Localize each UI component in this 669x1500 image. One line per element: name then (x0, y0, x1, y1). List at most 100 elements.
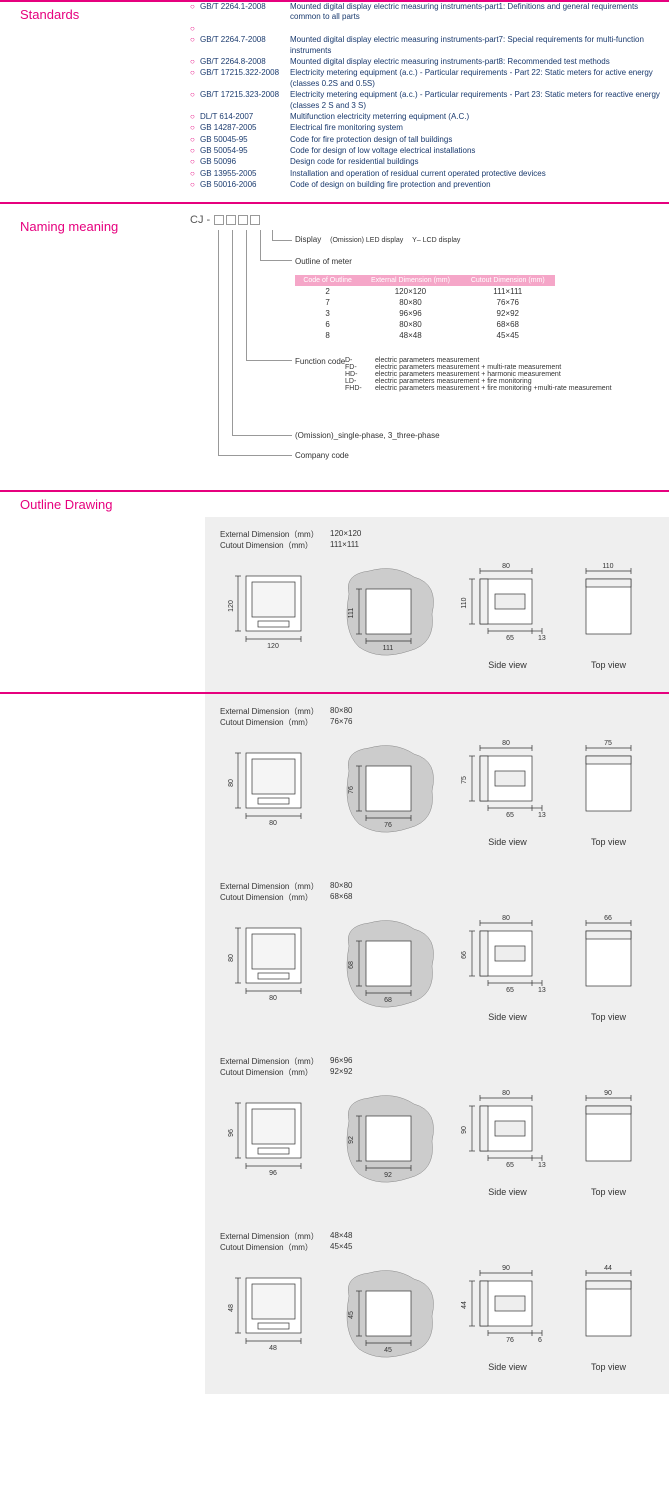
svg-text:13: 13 (538, 987, 546, 994)
svg-text:45: 45 (384, 1347, 392, 1354)
dimension-header: External Dimension（mm）80×80 Cutout Dimen… (220, 881, 654, 903)
function-row: HD-electric parameters measurement + har… (345, 371, 612, 378)
side-view: 90 44 76 6 Side view (460, 1261, 555, 1372)
front-view: 80 80 (228, 741, 318, 841)
standard-row: ○GB 14287-2005Electrical fire monitoring… (190, 123, 669, 133)
svg-text:13: 13 (538, 635, 546, 642)
svg-text:44: 44 (604, 1265, 612, 1272)
standard-row: ○ (190, 24, 669, 34)
company-label: Company code (295, 451, 349, 460)
function-row: LD-electric parameters measurement + fir… (345, 378, 612, 385)
svg-text:90: 90 (604, 1090, 612, 1097)
svg-text:75: 75 (461, 776, 468, 784)
svg-text:76: 76 (384, 822, 392, 829)
standard-row: ○GB 50016-2006Code of design on building… (190, 180, 669, 190)
svg-text:13: 13 (538, 1162, 546, 1169)
display-note: (Omission) LED display (330, 237, 403, 244)
naming-prefix: CJ (190, 214, 203, 226)
drawing-block: External Dimension（mm）80×80 Cutout Dimen… (205, 694, 669, 869)
svg-text:90: 90 (461, 1126, 468, 1134)
function-label: Function code (295, 357, 345, 366)
function-row: D-electric parameters measurement (345, 357, 612, 364)
front-view: 120 120 (228, 564, 318, 664)
naming-formula: CJ - (190, 214, 669, 226)
svg-text:96: 96 (269, 1170, 277, 1177)
svg-text:80: 80 (269, 995, 277, 1002)
function-row: FHD-electric parameters measurement + fi… (345, 385, 612, 392)
standard-row: ○GB 50096Design code for residential bui… (190, 157, 669, 167)
cutout-view: 111 111 (334, 559, 444, 669)
svg-text:65: 65 (506, 635, 514, 642)
function-row: FD-electric parameters measurement + mul… (345, 364, 612, 371)
svg-text:120: 120 (267, 643, 279, 650)
drawing-block: External Dimension（mm）120×120 Cutout Dim… (205, 517, 669, 692)
svg-text:76: 76 (348, 786, 355, 794)
cutout-view: 76 76 (334, 736, 444, 846)
svg-text:66: 66 (461, 951, 468, 959)
dimension-header: External Dimension（mm）96×96 Cutout Dimen… (220, 1056, 654, 1078)
standards-section: Standards ○GB/T 2264.1-2008Mounted digit… (0, 2, 669, 202)
svg-text:110: 110 (602, 563, 613, 570)
svg-text:80: 80 (502, 915, 510, 922)
svg-text:80: 80 (269, 820, 277, 827)
svg-text:92: 92 (348, 1136, 355, 1144)
cutout-view: 45 45 (334, 1261, 444, 1371)
standard-row: ○GB/T 2264.7-2008Mounted digital display… (190, 35, 669, 56)
standard-row: ○GB/T 2264.1-2008Mounted digital display… (190, 2, 669, 23)
svg-text:13: 13 (538, 812, 546, 819)
naming-title: Naming meaning (10, 214, 190, 239)
meter-table: Code of OutlineExternal Dimension (mm)Cu… (295, 275, 555, 341)
standards-title: Standards (10, 2, 190, 27)
phase-label: (Omission)_single-phase, 3_three-phase (295, 431, 440, 440)
svg-text:75: 75 (604, 740, 612, 747)
svg-text:120: 120 (228, 600, 235, 612)
top-view: 110 Top view (571, 559, 646, 670)
side-view: 80 90 65 13 Side view (460, 1086, 555, 1197)
display-label: Display (295, 235, 321, 244)
svg-text:66: 66 (604, 915, 612, 922)
svg-text:68: 68 (348, 961, 355, 969)
front-view: 48 48 (228, 1266, 318, 1366)
drawing-block: External Dimension（mm）80×80 Cutout Dimen… (205, 869, 669, 1044)
cutout-view: 92 92 (334, 1086, 444, 1196)
svg-text:48: 48 (269, 1345, 277, 1352)
standard-row: ○GB 13955-2005Installation and operation… (190, 169, 669, 179)
svg-text:111: 111 (348, 608, 355, 619)
svg-text:80: 80 (228, 954, 235, 962)
dimension-header: External Dimension（mm）48×48 Cutout Dimen… (220, 1231, 654, 1253)
top-view: 90 Top view (571, 1086, 646, 1197)
svg-text:80: 80 (502, 563, 510, 570)
svg-text:80: 80 (228, 779, 235, 787)
outline-section: Outline Drawing External Dimension（mm）12… (0, 492, 669, 1394)
standard-row: ○GB/T 17215.322-2008Electricity metering… (190, 68, 669, 89)
side-view: 80 75 65 13 Side view (460, 736, 555, 847)
svg-text:110: 110 (461, 597, 468, 608)
standard-row: ○GB/T 17215.323-2008Electricity metering… (190, 90, 669, 111)
svg-text:96: 96 (228, 1129, 235, 1137)
top-view: 66 Top view (571, 911, 646, 1022)
top-view: 75 Top view (571, 736, 646, 847)
top-view: 44 Top view (571, 1261, 646, 1372)
standard-row: ○GB 50045-95Code for fire protection des… (190, 135, 669, 145)
standard-row: ○GB/T 2264.8-2008Mounted digital display… (190, 57, 669, 67)
outline-label: Outline of meter (295, 257, 352, 266)
svg-text:45: 45 (348, 1311, 355, 1319)
svg-text:92: 92 (384, 1172, 392, 1179)
svg-text:65: 65 (506, 987, 514, 994)
side-view: 80 110 65 13 Side view (460, 559, 555, 670)
svg-text:80: 80 (502, 740, 510, 747)
svg-text:76: 76 (506, 1337, 514, 1344)
standard-row: ○DL/T 614-2007Multifunction electricity … (190, 112, 669, 122)
svg-text:90: 90 (502, 1265, 510, 1272)
dimension-header: External Dimension（mm）120×120 Cutout Dim… (220, 529, 654, 551)
svg-text:65: 65 (506, 1162, 514, 1169)
svg-text:80: 80 (502, 1090, 510, 1097)
outline-title: Outline Drawing (10, 492, 205, 517)
svg-text:111: 111 (383, 645, 394, 652)
side-view: 80 66 65 13 Side view (460, 911, 555, 1022)
drawing-block: External Dimension（mm）48×48 Cutout Dimen… (205, 1219, 669, 1394)
svg-text:48: 48 (228, 1304, 235, 1312)
cutout-view: 68 68 (334, 911, 444, 1021)
naming-section: Naming meaning CJ - Display (Omission) L… (0, 204, 669, 490)
front-view: 80 80 (228, 916, 318, 1016)
